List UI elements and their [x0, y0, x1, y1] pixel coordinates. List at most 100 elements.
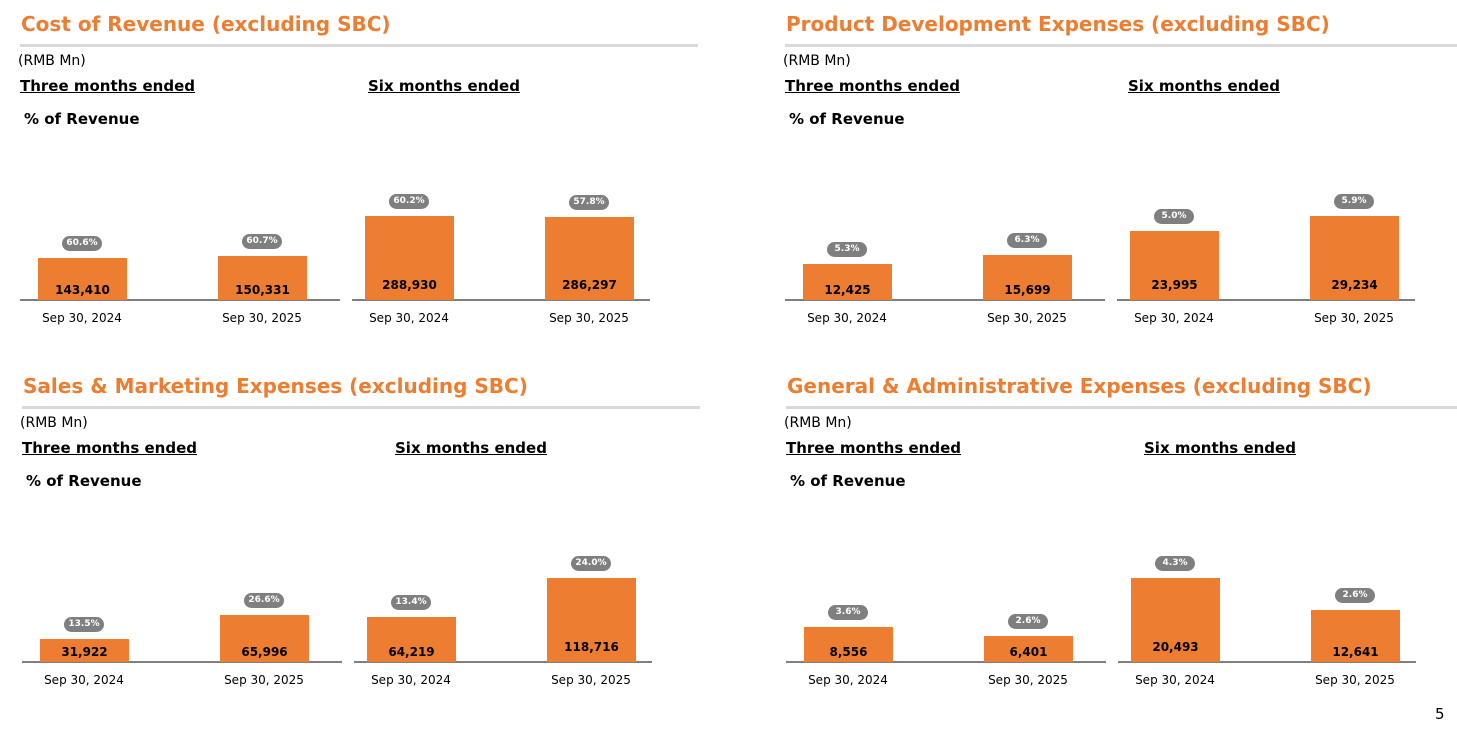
- category-label: Sep 30, 2025: [222, 311, 302, 325]
- percent-badge: 5.3%: [827, 242, 867, 258]
- category-label: Sep 30, 2024: [808, 673, 888, 687]
- chart-panel-general-administrative: General & Administrative Expenses (exclu…: [766, 362, 1457, 722]
- axis-line: [785, 299, 1105, 301]
- bar-value-label: 286,297: [562, 278, 617, 292]
- chart-title: Product Development Expenses (excluding …: [786, 12, 1330, 36]
- axis-line: [352, 299, 650, 301]
- percent-of-revenue-label: % of Revenue: [24, 110, 140, 128]
- category-label: Sep 30, 2024: [807, 311, 887, 325]
- bar: [983, 254, 1072, 300]
- title-divider: [786, 406, 1457, 409]
- percent-badge: 4.3%: [1155, 556, 1195, 571]
- percent-badge: 60.7%: [242, 234, 282, 250]
- title-divider: [20, 44, 698, 47]
- bar: [38, 258, 127, 300]
- category-label: Sep 30, 2025: [549, 311, 629, 325]
- page-number: 5: [1435, 705, 1445, 723]
- bar-value-label: 20,493: [1152, 640, 1199, 654]
- percent-badge: 2.6%: [1008, 613, 1048, 629]
- axis-line: [22, 661, 342, 663]
- category-label: Sep 30, 2024: [1134, 311, 1214, 325]
- category-label: Sep 30, 2024: [42, 311, 122, 325]
- bar-value-label: 118,716: [564, 640, 619, 654]
- bar: [1311, 610, 1400, 662]
- bar-value-label: 12,425: [824, 283, 871, 297]
- bar: [365, 216, 454, 300]
- bar: [803, 264, 892, 300]
- category-label: Sep 30, 2025: [551, 673, 631, 687]
- percent-of-revenue-label: % of Revenue: [789, 110, 905, 128]
- three-months-header: Three months ended: [785, 77, 960, 95]
- chart-panel-cost-of-revenue: Cost of Revenue (excluding SBC) (RMB Mn) T…: [0, 0, 700, 360]
- percent-badge: 60.2%: [389, 194, 429, 209]
- percent-badge: 57.8%: [569, 194, 609, 210]
- axis-line: [1118, 661, 1416, 663]
- axis-line: [786, 661, 1106, 663]
- chart-title: General & Administrative Expenses (exclu…: [787, 374, 1372, 398]
- category-label: Sep 30, 2024: [369, 311, 449, 325]
- bar-value-label: 64,219: [388, 645, 435, 659]
- six-months-header: Six months ended: [1128, 77, 1280, 95]
- bar-value-label: 143,410: [55, 283, 110, 297]
- bar-value-label: 6,401: [1009, 645, 1048, 659]
- chart-title: Sales & Marketing Expenses (excluding SB…: [23, 374, 528, 398]
- bar: [367, 616, 456, 662]
- axis-line: [1117, 299, 1415, 301]
- category-label: Sep 30, 2024: [44, 673, 124, 687]
- percent-badge: 6.3%: [1007, 232, 1047, 248]
- three-months-header: Three months ended: [786, 439, 961, 457]
- unit-label: (RMB Mn): [18, 53, 86, 69]
- percent-badge: 5.9%: [1334, 194, 1374, 209]
- unit-label: (RMB Mn): [20, 415, 88, 431]
- three-months-header: Three months ended: [22, 439, 197, 457]
- six-months-header: Six months ended: [368, 77, 520, 95]
- category-label: Sep 30, 2025: [1315, 673, 1395, 687]
- bar-value-label: 65,996: [241, 645, 288, 659]
- bar-value-label: 31,922: [61, 645, 108, 659]
- bar-value-label: 8,556: [829, 645, 868, 659]
- percent-badge: 3.6%: [828, 604, 868, 620]
- percent-of-revenue-label: % of Revenue: [790, 472, 906, 490]
- bar-value-label: 150,331: [235, 283, 290, 297]
- percent-badge: 24.0%: [571, 556, 611, 571]
- percent-badge: 60.6%: [62, 236, 102, 252]
- bar: [1131, 578, 1220, 662]
- bar-value-label: 29,234: [1331, 278, 1378, 292]
- title-divider: [22, 406, 700, 409]
- bar: [220, 615, 309, 662]
- bar: [40, 639, 129, 662]
- bar: [984, 635, 1073, 662]
- percent-badge: 26.6%: [244, 593, 284, 609]
- percent-badge: 2.6%: [1335, 588, 1375, 604]
- six-months-header: Six months ended: [1144, 439, 1296, 457]
- percent-of-revenue-label: % of Revenue: [26, 472, 142, 490]
- percent-badge: 5.0%: [1154, 209, 1194, 225]
- axis-line: [20, 299, 340, 301]
- category-label: Sep 30, 2024: [1135, 673, 1215, 687]
- title-divider: [785, 44, 1457, 47]
- bar: [1130, 231, 1219, 300]
- bar: [804, 626, 893, 662]
- three-months-header: Three months ended: [20, 77, 195, 95]
- axis-line: [354, 661, 652, 663]
- chart-panel-sales-marketing: Sales & Marketing Expenses (excluding SB…: [2, 362, 702, 722]
- bar-value-label: 15,699: [1004, 283, 1051, 297]
- bar: [545, 216, 634, 300]
- bar: [1310, 216, 1399, 300]
- unit-label: (RMB Mn): [784, 415, 852, 431]
- category-label: Sep 30, 2025: [1314, 311, 1394, 325]
- percent-badge: 13.5%: [64, 617, 104, 633]
- category-label: Sep 30, 2024: [371, 673, 451, 687]
- chart-panel-product-development: Product Development Expenses (excluding …: [765, 0, 1457, 360]
- chart-title: Cost of Revenue (excluding SBC): [21, 12, 391, 36]
- bar: [547, 578, 636, 662]
- category-label: Sep 30, 2025: [988, 673, 1068, 687]
- bar-value-label: 12,641: [1332, 645, 1379, 659]
- bar-value-label: 23,995: [1151, 278, 1198, 292]
- category-label: Sep 30, 2025: [224, 673, 304, 687]
- bar: [218, 256, 307, 300]
- unit-label: (RMB Mn): [783, 53, 851, 69]
- six-months-header: Six months ended: [395, 439, 547, 457]
- bar-value-label: 288,930: [382, 278, 437, 292]
- percent-badge: 13.4%: [391, 594, 431, 610]
